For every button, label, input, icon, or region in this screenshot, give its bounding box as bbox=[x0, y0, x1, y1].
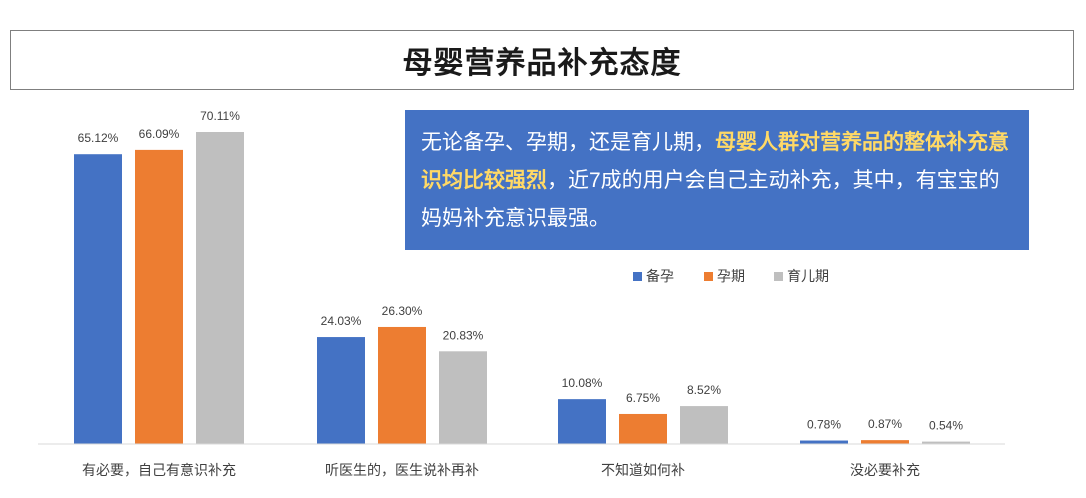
bar-4-3 bbox=[922, 441, 970, 444]
category-label: 有必要，自己有意识补充 bbox=[82, 462, 236, 478]
value-label: 70.11% bbox=[200, 109, 240, 123]
callout-text-after: ，近7成的用户会自己主动补充，其中，有宝宝的妈妈补充意识最强。 bbox=[421, 169, 1000, 230]
bar-3-3 bbox=[680, 406, 728, 444]
bar-1-1 bbox=[74, 154, 122, 445]
value-labels-layer: 65.12% 66.09% 70.11% 24.03% 26.30% 20.83% 10.0… bbox=[78, 109, 964, 433]
bar-4-1 bbox=[800, 440, 848, 444]
value-label: 10.08% bbox=[562, 376, 603, 390]
bar-3-2 bbox=[619, 413, 667, 444]
bar-4-2 bbox=[861, 440, 909, 444]
bar-2-2 bbox=[378, 326, 426, 444]
callout-box: 无论备孕、孕期，还是育儿期，母婴人群对营养品的整体补充意识均比较强烈，近7成的用… bbox=[405, 110, 1029, 250]
value-label: 0.87% bbox=[868, 417, 902, 431]
chart-title: 母婴营养品补充态度 bbox=[402, 47, 682, 80]
value-label: 0.54% bbox=[929, 419, 963, 433]
legend-swatch bbox=[704, 272, 713, 281]
value-label: 6.75% bbox=[626, 391, 660, 405]
category-labels-layer: 有必要，自己有意识补充 听医生的，医生说补再补 不知道如何补 没必要补充 bbox=[82, 462, 920, 478]
value-label: 0.78% bbox=[807, 418, 841, 432]
bar-3-1 bbox=[558, 399, 606, 444]
legend-swatch bbox=[633, 272, 642, 281]
bar-1-2 bbox=[135, 149, 183, 445]
value-label: 66.09% bbox=[139, 127, 180, 141]
bar-1-3 bbox=[196, 132, 244, 444]
legend: 备孕 孕期 育儿期 bbox=[633, 268, 829, 284]
value-label: 24.03% bbox=[321, 314, 362, 328]
category-label: 不知道如何补 bbox=[601, 462, 685, 478]
value-label: 20.83% bbox=[443, 328, 484, 342]
legend-label: 育儿期 bbox=[787, 268, 829, 284]
bar-2-1 bbox=[317, 337, 365, 444]
legend-label: 孕期 bbox=[717, 268, 745, 284]
bars-layer bbox=[74, 132, 970, 445]
bar-2-3 bbox=[439, 351, 487, 444]
legend-label: 备孕 bbox=[646, 268, 674, 284]
value-label: 65.12% bbox=[78, 131, 119, 145]
title-box: 母婴营养品补充态度 bbox=[10, 30, 1074, 90]
category-label: 听医生的，医生说补再补 bbox=[325, 462, 479, 478]
callout-text-before: 无论备孕、孕期，还是育儿期， bbox=[421, 131, 715, 154]
callout-highlight: 母婴人群对营养品的整体补充意识均比较强烈 bbox=[421, 131, 1009, 192]
value-label: 8.52% bbox=[687, 383, 721, 397]
legend-swatch bbox=[774, 272, 783, 281]
category-label: 没必要补充 bbox=[850, 462, 920, 478]
value-label: 26.30% bbox=[382, 304, 423, 318]
